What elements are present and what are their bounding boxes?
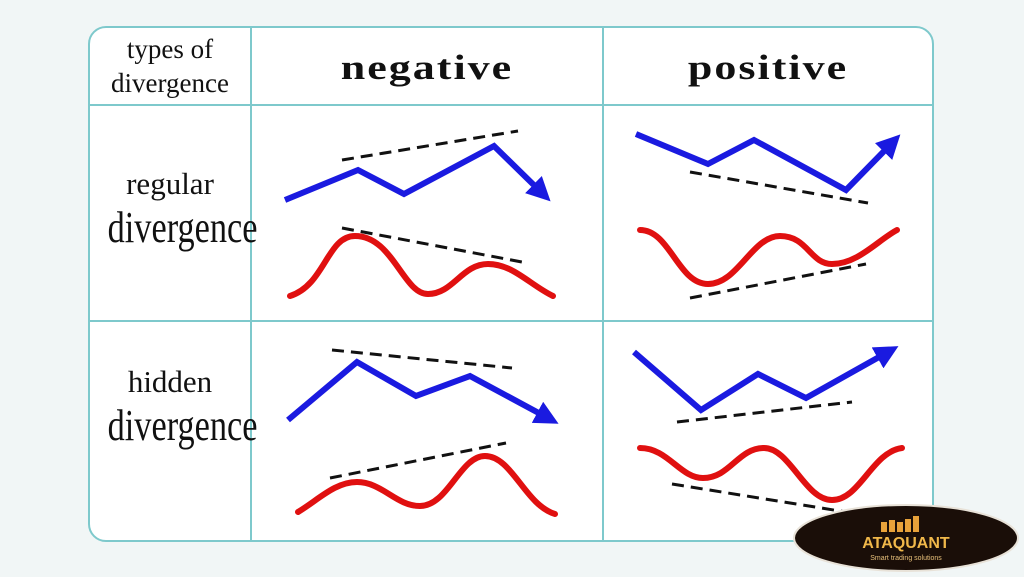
oscillator-trendline [671,482,847,514]
price-line [283,142,551,203]
corner-header: types of divergence [90,32,250,100]
row-divider-1 [90,104,932,106]
oscillator-trendline [341,226,523,264]
logo-wordmark: ATAQUANT [862,535,950,552]
oscillator-curve [637,227,900,288]
logo-tagline: Smart trading solutions [870,555,942,562]
row-label-hidden: hidden [127,364,213,399]
oscillator-curve [295,452,558,517]
price-trendline [341,129,519,162]
row-header-regular: regular divergence [90,166,258,253]
bar-chart-icon [881,516,919,532]
hidden-positive-diagram [632,346,905,514]
price-line [634,131,901,194]
row-label-regular: regular [126,166,214,201]
price-trendline [676,400,853,424]
price-line [632,346,899,414]
price-trendline [331,348,513,370]
column-header-positive: positive [687,47,849,88]
row-divider-2 [90,320,932,322]
oscillator-curve [637,444,905,504]
column-divider-1 [250,28,252,540]
column-header-negative: negative [340,47,514,88]
divergence-table: types of divergence negative positive re… [88,26,934,542]
ataquant-logo: ATAQUANT Smart trading solutions [792,500,1020,572]
ataquant-logo-graphic: ATAQUANT Smart trading solutions [793,504,1019,572]
row-header-hidden: hidden divergence [90,364,258,451]
oscillator-trendline [689,262,867,300]
column-divider-2 [602,28,604,540]
regular-positive-diagram [634,131,901,300]
oscillator-curve [287,232,556,299]
oscillator-trendline [329,441,507,480]
corner-label-line2: divergence [111,68,229,98]
regular-negative-diagram [283,129,556,299]
price-trendline [689,170,869,205]
corner-label-line1: types of [126,34,214,64]
price-line [286,358,559,424]
hidden-negative-diagram [286,348,559,517]
